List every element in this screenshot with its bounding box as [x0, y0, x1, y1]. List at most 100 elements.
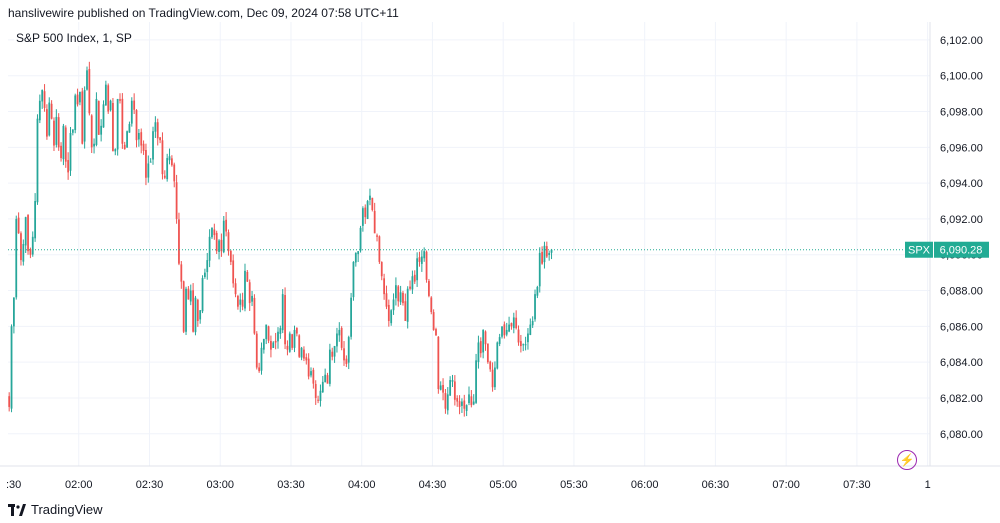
candle-body [38, 100, 41, 121]
candle-body [510, 323, 513, 327]
candle-body [321, 381, 324, 393]
candle-body [182, 281, 185, 332]
chart-title: S&P 500 Index, 1, SP [14, 30, 134, 46]
candle-body [416, 258, 419, 281]
candle-body [246, 271, 249, 282]
candle-body [279, 328, 282, 334]
candle-body [458, 401, 461, 407]
candle-body [446, 394, 449, 411]
candle-body [479, 341, 482, 354]
x-tick-label: 1 [925, 479, 931, 491]
candle-body [284, 295, 286, 345]
candle-body [505, 329, 508, 335]
candle-body [531, 320, 534, 326]
candle-body [376, 235, 378, 237]
candle-body [76, 94, 79, 105]
candle-body [489, 361, 492, 370]
y-tick-label: 6,096.00 [940, 142, 983, 154]
candle-body [175, 182, 178, 219]
candle-body [432, 312, 435, 330]
candle-body [196, 299, 199, 321]
candle-body [267, 326, 270, 341]
candle-body [522, 344, 525, 346]
candle-body [449, 380, 452, 396]
candle-body [126, 131, 128, 148]
candle-body [461, 401, 463, 406]
candle-body [253, 297, 256, 334]
published-header: hanslivewire published on TradingView.co… [8, 6, 399, 20]
candle-body [524, 344, 527, 346]
candle-body [347, 337, 350, 363]
candle-body [130, 100, 133, 124]
candle-body [463, 400, 466, 409]
candle-body [229, 250, 232, 262]
y-tick-label: 6,080.00 [940, 429, 983, 441]
candle-body [541, 251, 543, 264]
candle-body [206, 260, 209, 273]
tradingview-brand[interactable]: TradingView [31, 501, 103, 517]
candle-body [402, 292, 404, 304]
y-tick-label: 6,084.00 [940, 357, 983, 369]
candle-body [81, 91, 84, 144]
candle-body [411, 276, 414, 290]
candle-body [470, 396, 473, 406]
candle-body [331, 351, 334, 357]
candle-body [364, 207, 367, 218]
price-chart[interactable]: 6,102.00 6,100.00 6,098.00 6,096.00 6,094.00… [0, 22, 1000, 500]
candle-body [406, 288, 409, 322]
candle-body [41, 90, 44, 102]
candle-body [46, 109, 48, 137]
candle-body [20, 233, 22, 261]
x-tick-label: 07:00 [772, 479, 800, 491]
x-tick-label: 03:00 [206, 479, 234, 491]
candle-body [288, 333, 291, 352]
candle-body [88, 69, 91, 114]
candle-body [258, 367, 261, 372]
candle-body [156, 122, 159, 139]
last-price-label: 6,090.28 [940, 245, 983, 257]
candle-body [423, 251, 426, 259]
candle-body [468, 394, 470, 403]
candle-body [12, 297, 15, 327]
candle-body [545, 246, 548, 257]
candle-body [418, 257, 421, 262]
y-tick-label: 6,100.00 [940, 71, 983, 83]
candle-body [74, 95, 77, 131]
candle-body [293, 329, 296, 348]
candle-body [140, 132, 143, 146]
candle-body [17, 217, 20, 234]
candle-body [220, 239, 223, 252]
candle-body [97, 101, 100, 135]
candle-body [437, 336, 440, 390]
candle-body [128, 124, 131, 133]
candle-body [178, 219, 180, 264]
candle-body [163, 175, 166, 178]
candle-body [227, 232, 230, 252]
y-tick-label: 6,082.00 [940, 393, 983, 405]
candle-body [534, 294, 536, 320]
lightning-icon[interactable]: ⚡ [897, 450, 917, 470]
candle-body [326, 375, 329, 384]
candle-body [104, 84, 107, 106]
y-tick-label: 6,094.00 [940, 178, 983, 190]
candle-body [338, 329, 341, 336]
candle-body [173, 164, 176, 182]
candle-body [71, 129, 74, 133]
candle-body [27, 215, 29, 252]
x-tick-label: 05:30 [560, 479, 588, 491]
candlestick-chart-svg[interactable]: 6,102.00 6,100.00 6,098.00 6,096.00 6,094.00… [0, 22, 1000, 500]
candle-body [64, 127, 67, 162]
candle-body [154, 122, 157, 132]
y-tick-label: 6,086.00 [940, 321, 983, 333]
candle-body [486, 343, 489, 363]
candle-body [543, 245, 546, 263]
candle-body [425, 251, 428, 280]
x-tick-label: 07:30 [843, 479, 871, 491]
candle-body [428, 280, 430, 296]
candle-body [508, 324, 510, 332]
candle-body [29, 249, 32, 255]
candle-body [15, 218, 18, 298]
candle-body [109, 100, 112, 111]
x-tick-label: 06:30 [702, 479, 730, 491]
candle-body [116, 98, 119, 150]
